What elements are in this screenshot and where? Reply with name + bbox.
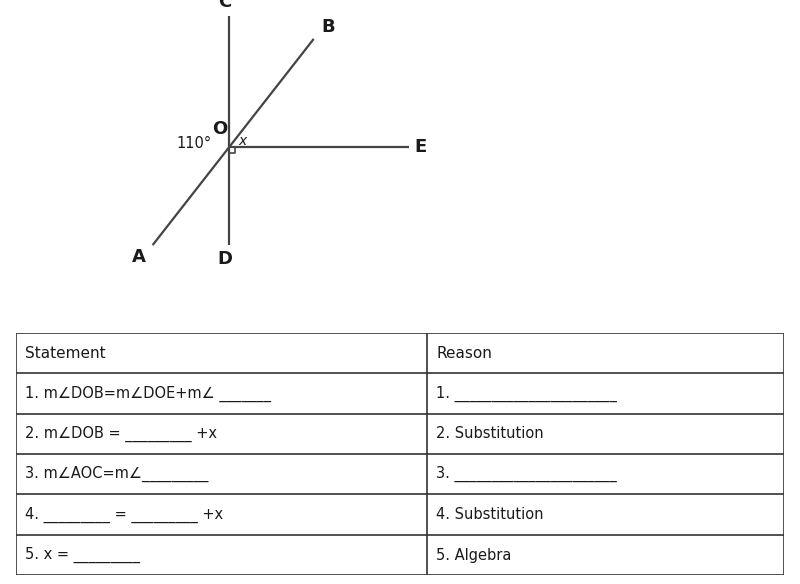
Text: 3. m∠AOC=m∠_________: 3. m∠AOC=m∠_________ bbox=[26, 466, 209, 482]
Text: 5. x = _________: 5. x = _________ bbox=[26, 547, 140, 563]
Text: 1. m∠DOB=m∠DOE+m∠ _______: 1. m∠DOB=m∠DOE+m∠ _______ bbox=[26, 385, 271, 402]
Text: A: A bbox=[132, 248, 146, 266]
Text: B: B bbox=[322, 18, 335, 36]
Text: Statement: Statement bbox=[26, 346, 106, 360]
Text: 110°: 110° bbox=[176, 135, 211, 151]
Text: x: x bbox=[238, 134, 247, 148]
Text: 2. Substitution: 2. Substitution bbox=[436, 426, 544, 442]
Text: 3. ______________________: 3. ______________________ bbox=[436, 466, 617, 482]
Text: D: D bbox=[218, 250, 233, 268]
Text: 4. Substitution: 4. Substitution bbox=[436, 507, 543, 522]
Text: 1. ______________________: 1. ______________________ bbox=[436, 385, 617, 402]
Text: Reason: Reason bbox=[436, 346, 492, 360]
Text: E: E bbox=[414, 138, 426, 156]
Text: 4. _________ = _________ +x: 4. _________ = _________ +x bbox=[26, 506, 223, 523]
Text: O: O bbox=[212, 120, 228, 138]
Text: 5. Algebra: 5. Algebra bbox=[436, 548, 511, 562]
Text: C: C bbox=[218, 0, 232, 12]
Text: 2. m∠DOB = _________ +x: 2. m∠DOB = _________ +x bbox=[26, 426, 218, 442]
